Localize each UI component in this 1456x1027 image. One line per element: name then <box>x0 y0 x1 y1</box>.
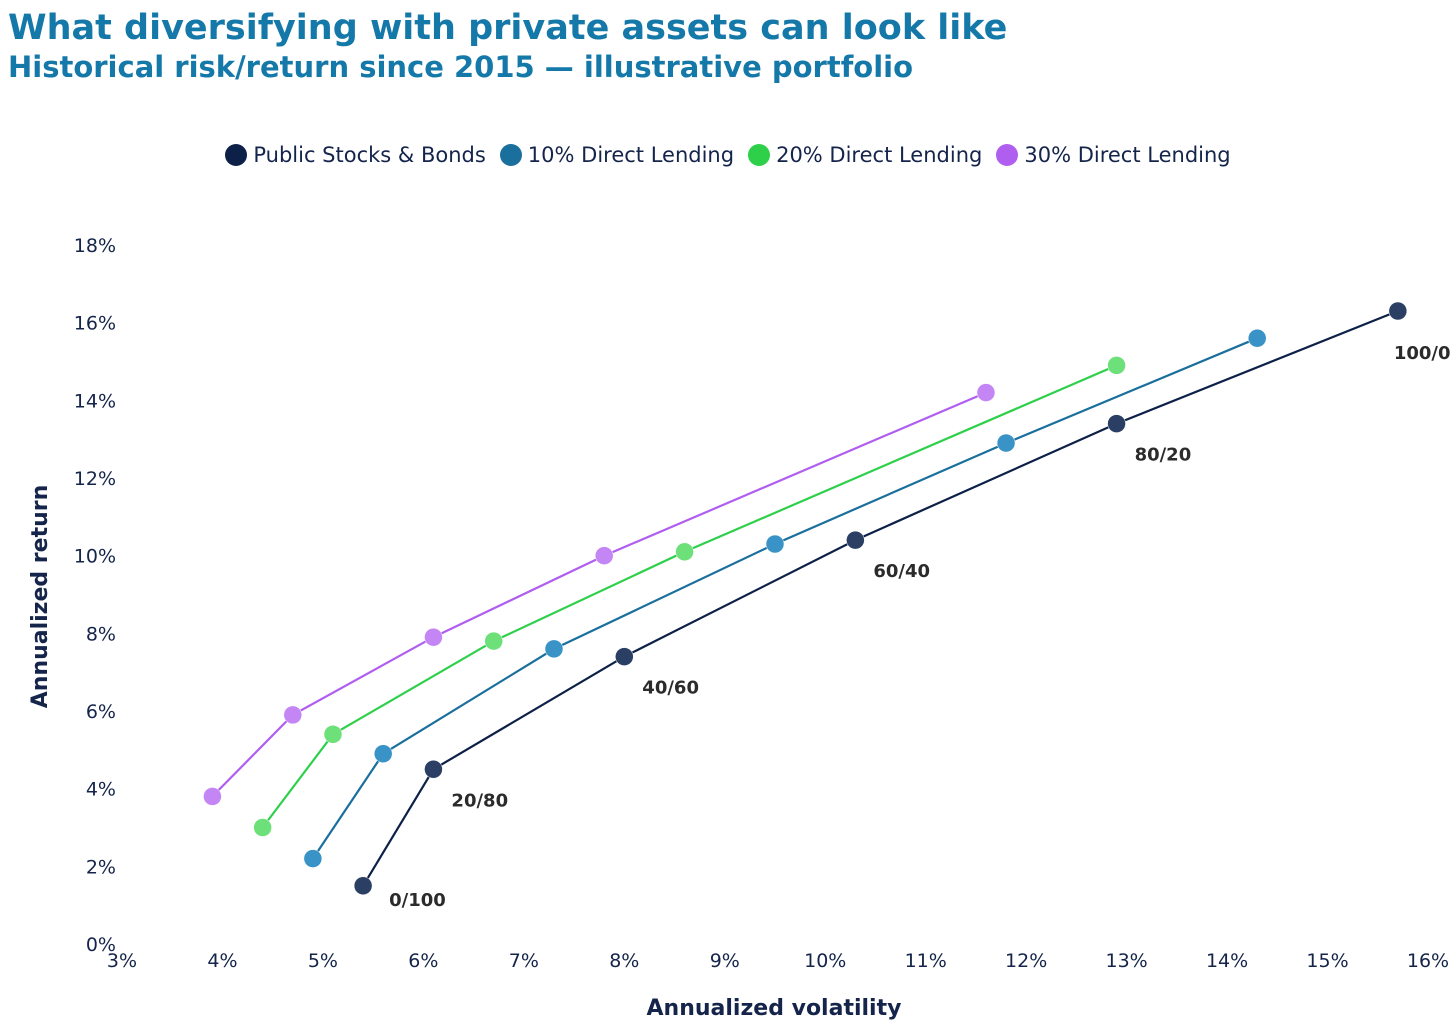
y-tick-label: 4% <box>86 779 116 801</box>
data-point <box>996 433 1016 453</box>
x-tick-label: 13% <box>1105 950 1147 972</box>
legend-item: Public Stocks & Bonds <box>225 143 486 167</box>
x-tick-label: 12% <box>1005 950 1047 972</box>
y-tick-label: 12% <box>74 468 116 490</box>
data-point <box>544 639 564 659</box>
y-tick-label: 0% <box>86 934 116 956</box>
data-point <box>976 383 996 402</box>
legend-item: 10% Direct Lending <box>499 143 735 167</box>
point-label: 100/0 <box>1394 343 1451 364</box>
data-point <box>303 849 323 868</box>
x-tick-label: 8% <box>609 950 639 972</box>
chart-title: What diversifying with private assets ca… <box>8 8 1008 48</box>
x-tick-label: 14% <box>1206 950 1248 972</box>
legend-label: 30% Direct Lending <box>1024 143 1231 167</box>
point-label: 60/40 <box>873 561 930 582</box>
y-tick-label: 16% <box>74 313 116 335</box>
data-point <box>253 818 272 837</box>
legend-label: 10% Direct Lending <box>527 143 735 167</box>
data-point <box>353 876 373 895</box>
data-point <box>594 546 614 565</box>
data-point <box>846 530 865 550</box>
x-tick-label: 16% <box>1407 950 1449 972</box>
data-point <box>765 534 785 554</box>
point-label: 40/60 <box>642 678 699 699</box>
legend-swatch-icon <box>499 144 522 166</box>
data-point <box>484 631 503 651</box>
point-label: 0/100 <box>389 890 446 911</box>
data-point <box>1107 356 1126 375</box>
data-point <box>203 787 222 806</box>
y-tick-label: 8% <box>86 623 116 645</box>
data-point <box>1107 414 1126 433</box>
x-tick-label: 4% <box>207 950 237 972</box>
x-tick-label: 15% <box>1306 950 1348 972</box>
x-tick-label: 6% <box>408 950 438 972</box>
legend-item: 30% Direct Lending <box>996 143 1231 167</box>
x-tick-label: 10% <box>804 950 846 972</box>
y-tick-label: 18% <box>74 235 116 257</box>
point-label: 20/80 <box>451 790 508 811</box>
x-tick-label: 11% <box>905 950 947 972</box>
data-point <box>424 627 443 647</box>
series-line-1 <box>311 337 1258 860</box>
series-line-0 <box>362 309 1399 887</box>
legend-item: 20% Direct Lending <box>748 143 982 167</box>
chart-subtitle: Historical risk/return since 2015 — illu… <box>8 50 914 84</box>
y-tick-label: 6% <box>86 701 116 723</box>
y-tick-label: 14% <box>74 390 116 412</box>
data-point <box>323 725 343 744</box>
legend-swatch-icon <box>225 144 248 166</box>
legend-label: Public Stocks & Bonds <box>253 143 486 167</box>
x-tick-label: 3% <box>107 950 137 972</box>
data-point <box>1247 328 1267 348</box>
data-point <box>1388 301 1408 321</box>
y-axis-title: Annualized return <box>28 485 53 709</box>
point-label: 80/20 <box>1135 445 1192 466</box>
x-tick-label: 5% <box>308 950 338 972</box>
y-tick-label: 2% <box>86 856 116 878</box>
x-axis-title: Annualized volatility <box>647 996 902 1021</box>
data-point <box>424 760 443 779</box>
legend-label: 20% Direct Lending <box>776 143 983 167</box>
x-tick-label: 7% <box>509 950 539 972</box>
legend-swatch-icon <box>748 144 771 166</box>
y-tick-label: 10% <box>74 546 116 568</box>
legend-swatch-icon <box>996 144 1019 166</box>
data-point <box>283 705 303 725</box>
x-tick-label: 9% <box>710 950 740 972</box>
data-point <box>675 542 694 562</box>
chart-legend: Public Stocks & Bonds 10% Direct Lending 2… <box>0 143 1456 167</box>
data-point <box>615 647 634 666</box>
data-point <box>373 744 393 763</box>
